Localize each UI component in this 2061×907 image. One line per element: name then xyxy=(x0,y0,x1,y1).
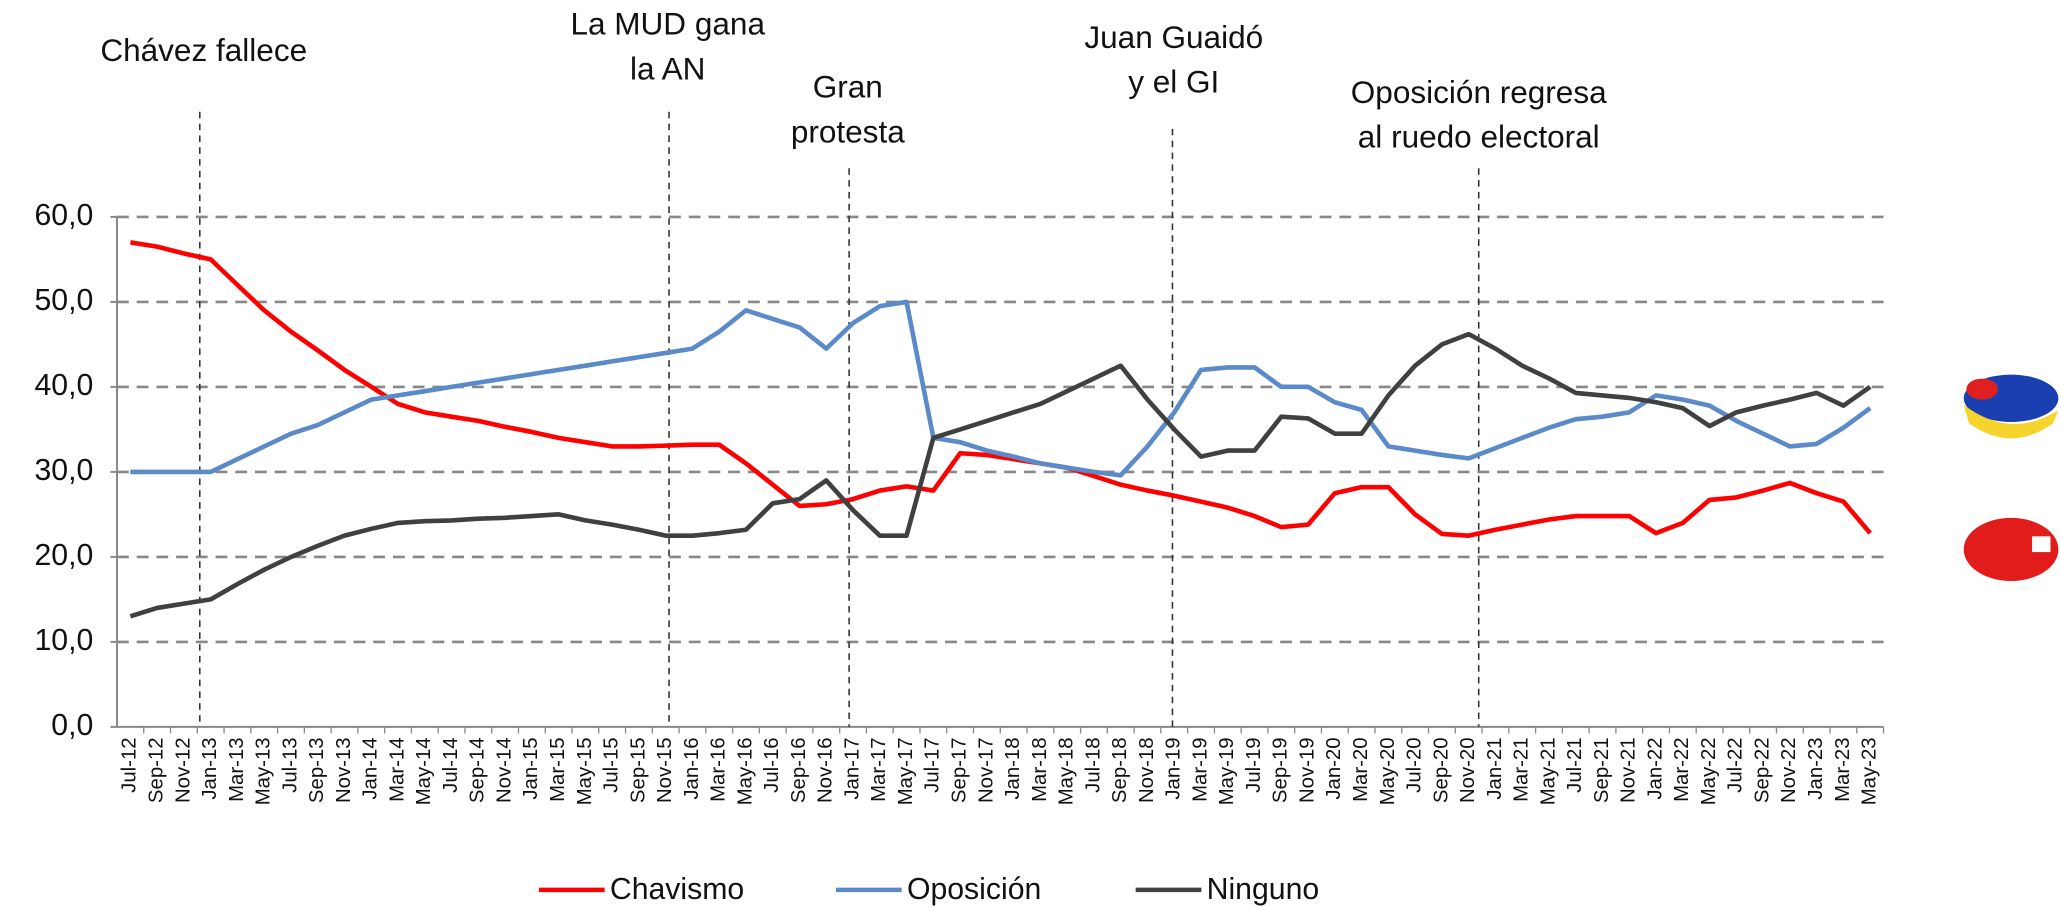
x-tick-label: Mar-19 xyxy=(1189,737,1211,802)
series-line xyxy=(130,240,1872,538)
x-tick-label: May-15 xyxy=(574,737,596,805)
series-line xyxy=(129,331,1872,619)
x-tick-label: Jul-19 xyxy=(1243,737,1265,792)
x-tick-label: Sep-21 xyxy=(1591,737,1613,803)
x-tick-label: May-19 xyxy=(1216,737,1238,805)
x-tick-label: Mar-18 xyxy=(1029,737,1051,802)
x-tick-label: Jul-15 xyxy=(601,737,623,792)
x-tick-label: Jan-23 xyxy=(1805,737,1827,799)
annotation: Juan Guaidó xyxy=(1084,19,1263,55)
x-tick-label: Nov-15 xyxy=(654,737,676,803)
cap-chavismo xyxy=(1963,517,2059,581)
x-tick-label: Sep-15 xyxy=(627,737,649,803)
x-tick-label: Nov-17 xyxy=(975,737,997,803)
x-tick-label: Mar-17 xyxy=(868,737,890,802)
x-tick-label: May-22 xyxy=(1698,737,1720,805)
x-tick-label: Nov-19 xyxy=(1296,737,1318,803)
x-tick-label: May-21 xyxy=(1537,737,1559,805)
x-tick-label: Nov-22 xyxy=(1778,737,1800,803)
y-tick-label: 30,0 xyxy=(34,454,93,487)
annotation: La MUD gana xyxy=(570,6,765,42)
x-tick-label: May-16 xyxy=(734,737,756,805)
y-tick-label: 40,0 xyxy=(34,369,93,402)
x-tick-label: May-18 xyxy=(1056,737,1078,805)
x-tick-label: Mar-23 xyxy=(1832,737,1854,802)
x-tick-label: Sep-20 xyxy=(1430,737,1452,803)
x-tick-label: Jan-19 xyxy=(1163,737,1185,799)
x-tick-label: Jan-16 xyxy=(681,737,703,799)
x-tick-label: Sep-22 xyxy=(1751,737,1773,803)
x-tick-label: Mar-13 xyxy=(226,737,248,802)
x-tick-label: May-14 xyxy=(413,737,435,805)
x-tick-label: Jul-18 xyxy=(1082,737,1104,792)
y-tick-label: 10,0 xyxy=(34,624,93,657)
x-tick-label: Jan-18 xyxy=(1002,737,1024,799)
legend-label: Ninguno xyxy=(1207,873,1320,906)
x-tick-label: Jan-15 xyxy=(520,737,542,799)
annotation: y el GI xyxy=(1128,63,1219,99)
y-tick-label: 50,0 xyxy=(34,284,93,317)
legend-label: Oposición xyxy=(907,873,1041,906)
annotation: al ruedo electoral xyxy=(1358,119,1600,155)
x-tick-label: Mar-20 xyxy=(1350,737,1372,802)
x-tick-label: Jan-14 xyxy=(360,737,382,799)
x-tick-label: Jul-14 xyxy=(440,737,462,792)
y-tick-label: 60,0 xyxy=(34,199,93,232)
cap-opposition xyxy=(1963,374,2059,439)
x-tick-label: Nov-13 xyxy=(333,737,355,803)
y-tick-label: 20,0 xyxy=(34,539,93,572)
x-tick-label: Jul-17 xyxy=(922,737,944,792)
x-tick-label: Sep-14 xyxy=(467,737,489,803)
x-tick-label: Jan-17 xyxy=(841,737,863,799)
x-tick-label: Nov-12 xyxy=(172,737,194,803)
x-tick-label: Nov-21 xyxy=(1618,737,1640,803)
legend-label: Chavismo xyxy=(610,873,744,906)
x-tick-label: Nov-16 xyxy=(815,737,837,803)
x-tick-label: Mar-16 xyxy=(708,737,730,802)
x-tick-label: Sep-13 xyxy=(306,737,328,803)
x-tick-label: Mar-21 xyxy=(1511,737,1533,802)
x-tick-label: Sep-17 xyxy=(948,737,970,803)
x-tick-label: Mar-14 xyxy=(386,737,408,802)
x-tick-label: Jul-21 xyxy=(1564,737,1586,792)
x-tick-label: Sep-16 xyxy=(788,737,810,803)
x-tick-label: Sep-18 xyxy=(1109,737,1131,803)
x-tick-label: Jul-12 xyxy=(119,737,141,792)
x-tick-label: Jan-21 xyxy=(1484,737,1506,799)
x-tick-label: May-23 xyxy=(1859,737,1881,805)
x-tick-label: Nov-18 xyxy=(1136,737,1158,803)
x-tick-label: Sep-19 xyxy=(1270,737,1292,803)
x-tick-label: Sep-12 xyxy=(146,737,168,803)
x-tick-label: Nov-20 xyxy=(1457,737,1479,803)
x-tick-label: May-20 xyxy=(1377,737,1399,805)
annotation: Chávez fallece xyxy=(100,32,307,68)
x-tick-label: May-17 xyxy=(895,737,917,805)
x-tick-label: Jan-13 xyxy=(199,737,221,799)
annotation: la AN xyxy=(630,50,705,86)
x-tick-label: Jan-22 xyxy=(1644,737,1666,799)
series-line xyxy=(130,299,1872,478)
x-tick-label: Jan-20 xyxy=(1323,737,1345,799)
annotation: Gran xyxy=(813,69,883,105)
annotation: protesta xyxy=(791,113,905,149)
x-tick-label: Nov-14 xyxy=(493,737,515,803)
x-tick-label: Jul-13 xyxy=(279,737,301,792)
x-tick-label: Jul-22 xyxy=(1725,737,1747,792)
x-tick-label: Mar-15 xyxy=(547,737,569,802)
x-tick-label: Jul-20 xyxy=(1404,737,1426,792)
y-tick-label: 0,0 xyxy=(51,709,93,742)
x-tick-label: Jul-16 xyxy=(761,737,783,792)
x-tick-label: May-13 xyxy=(253,737,275,805)
annotation: Oposición regresa xyxy=(1351,74,1607,110)
x-tick-label: Mar-22 xyxy=(1671,737,1693,802)
